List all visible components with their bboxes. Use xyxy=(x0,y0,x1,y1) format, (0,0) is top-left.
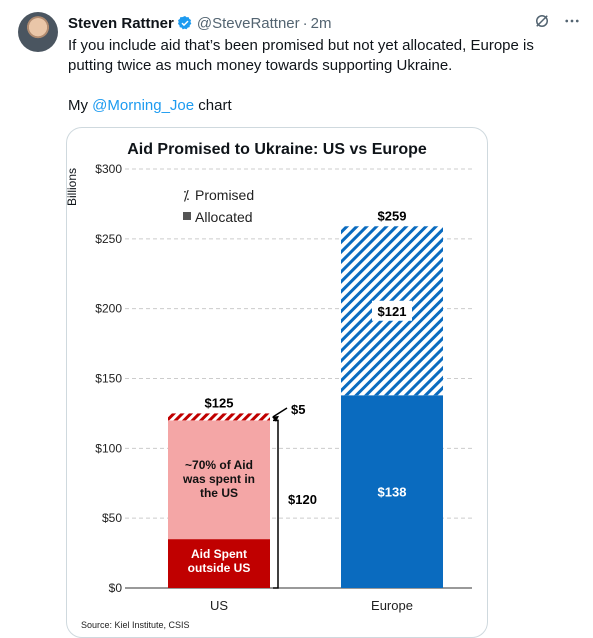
tweet-actions-top xyxy=(533,12,581,30)
us-outside-label-2: outside US xyxy=(188,561,251,575)
tweet-header: Steven Rattner @SteveRattner · 2m xyxy=(68,13,332,33)
us-promised-arrow xyxy=(272,407,288,418)
europe-promised-label-bg xyxy=(372,300,412,321)
y-tick-label: $100 xyxy=(95,441,122,455)
tweet-line-2: My @Morning_Joe chart xyxy=(68,96,578,116)
legend-allocated: Allocated xyxy=(195,209,253,225)
us-domestic-label-3: the US xyxy=(200,486,238,500)
us-bar-segment xyxy=(168,420,270,540)
y-tick-label: $300 xyxy=(95,162,122,176)
y-tick-label: $50 xyxy=(102,511,122,525)
us-total-label: $125 xyxy=(205,395,234,410)
europe-promised-label: $121 xyxy=(378,304,407,319)
europe-allocated-label: $138 xyxy=(378,485,407,500)
author-name[interactable]: Steven Rattner xyxy=(68,14,174,32)
chart-card[interactable]: Aid Promised to Ukraine: US vs Europe Bi… xyxy=(66,127,488,638)
y-tick-label: $0 xyxy=(109,581,123,595)
us-outside-label-1: Aid Spent xyxy=(191,547,247,561)
tweet-line-1: If you include aid that’s been promised … xyxy=(68,37,534,74)
legend-promised: Promised xyxy=(195,187,254,203)
us-bar-segment xyxy=(168,413,270,421)
more-icon[interactable] xyxy=(563,12,581,30)
author-handle[interactable]: @SteveRattner xyxy=(196,14,300,32)
tweet-timestamp[interactable]: 2m xyxy=(310,14,332,32)
us-allocated-annotation: $120 xyxy=(288,492,317,507)
x-tick-label-us: US xyxy=(210,598,228,613)
us-domestic-label-1: ~70% of Aid xyxy=(185,458,253,472)
europe-bar-segment xyxy=(341,395,443,588)
us-domestic-label-2: was spent in xyxy=(182,472,255,486)
chart-source: Source: Kiel Institute, CSIS xyxy=(81,620,190,630)
legend-allocated-swatch xyxy=(183,212,191,220)
us-promised-arrowhead xyxy=(272,415,279,422)
legend-promised-icon: ⁒ xyxy=(183,187,189,203)
us-allocated-bracket xyxy=(273,419,279,589)
tweet-text: If you include aid that’s been promised … xyxy=(68,36,578,116)
header-separator: · xyxy=(302,14,308,32)
author-avatar[interactable] xyxy=(18,12,58,52)
chart-title: Aid Promised to Ukraine: US vs Europe xyxy=(127,141,427,158)
x-tick-label-europe: Europe xyxy=(371,598,413,613)
verified-badge-icon xyxy=(177,16,192,30)
tweet-line-2-prefix: My xyxy=(68,97,93,114)
y-tick-label: $150 xyxy=(95,372,122,386)
us-promised-annotation: $5 xyxy=(291,402,305,417)
y-tick-label: $200 xyxy=(95,302,122,316)
europe-total-label: $259 xyxy=(378,208,407,223)
mention-link[interactable]: @Morning_Joe xyxy=(92,97,195,114)
chart-plot: $0 $50 $100 $150 $200 $250 $300 ⁒ Promised Alloc… xyxy=(95,162,472,613)
us-bar-segment xyxy=(168,539,270,588)
tweet-line-2-suffix: chart xyxy=(194,97,232,114)
y-tick-label: $250 xyxy=(95,232,122,246)
grok-icon[interactable] xyxy=(533,12,551,30)
